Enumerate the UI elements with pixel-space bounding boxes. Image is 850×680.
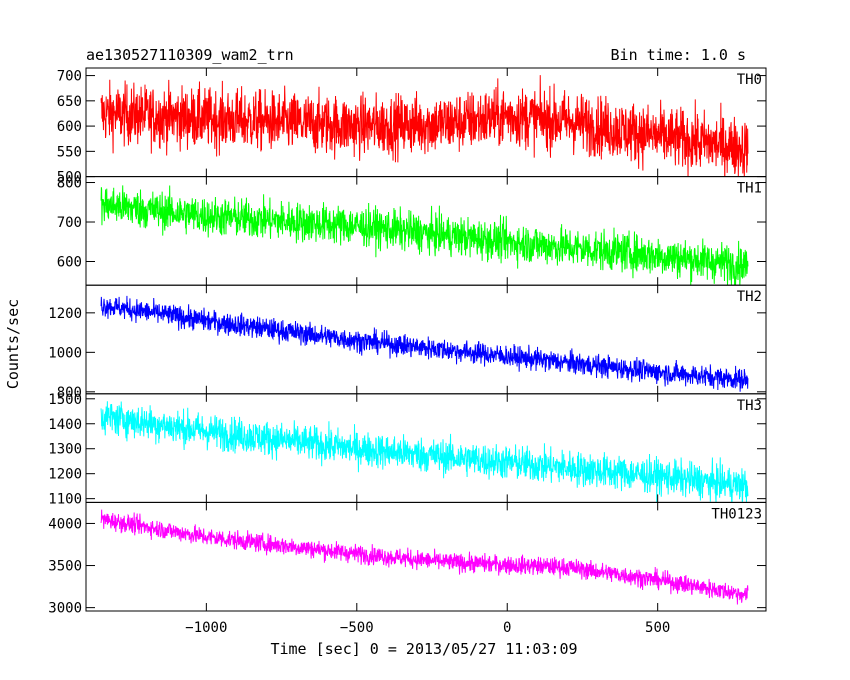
y-tick-label: 1200	[48, 306, 82, 322]
y-tick-label: 1500	[48, 392, 82, 408]
x-tick-label: 0	[503, 620, 511, 636]
series-line-th0	[100, 75, 749, 177]
y-tick-label: 1300	[48, 442, 82, 458]
panel-label-th2: TH2	[737, 289, 762, 305]
y-tick-label: 600	[57, 255, 82, 271]
panel-th2: 800 1000 1200 TH2	[48, 284, 767, 401]
y-tick-label: 1400	[48, 417, 82, 433]
panel-th0123: 3000 3500 4000 TH0123	[48, 501, 767, 617]
y-axis-label: Counts/sec	[4, 299, 22, 389]
y-tick-label: 3000	[48, 601, 82, 617]
series-line-th2	[100, 295, 749, 392]
y-tick-label: 4000	[48, 516, 82, 532]
panel-label-th0123: TH0123	[711, 506, 762, 522]
x-axis: −1000 −500 0 500	[185, 620, 670, 636]
panel-label-th3: TH3	[737, 398, 762, 414]
y-tick-label: 600	[57, 119, 82, 135]
series-line-th0123	[100, 509, 749, 605]
panel-th0: 500 550 600 650 700 TH0	[57, 67, 767, 186]
series-line-th3	[100, 401, 749, 503]
y-tick-label: 1000	[48, 345, 82, 361]
y-tick-label: 1100	[48, 492, 82, 508]
x-tick-label: −500	[340, 620, 374, 636]
y-tick-label: 800	[57, 385, 82, 401]
panel-th3: 1100 1200 1300 1400 1500 TH3	[48, 392, 767, 508]
x-axis-label: Time [sec] 0 = 2013/05/27 11:03:09	[270, 640, 577, 658]
chart-title: ae130527110309_wam2_trn	[86, 46, 294, 64]
y-tick-label: 700	[57, 69, 82, 85]
x-tick-label: 500	[645, 620, 670, 636]
y-tick-label: 800	[57, 176, 82, 192]
y-tick-label: 500	[57, 170, 82, 186]
bin-time-label: Bin time: 1.0 s	[611, 46, 746, 64]
panel-frame	[85, 501, 767, 612]
y-tick-label: 700	[57, 215, 82, 231]
series-line-th1	[100, 185, 749, 286]
y-tick-label: 650	[57, 94, 82, 110]
y-tick-label: 3500	[48, 559, 82, 575]
panel-th1: 600 700 800 TH1	[57, 176, 767, 286]
panel-label-th1: TH1	[737, 181, 762, 197]
y-tick-label: 550	[57, 144, 82, 160]
x-tick-label: −1000	[185, 620, 227, 636]
panel-label-th0: TH0	[737, 72, 762, 88]
y-tick-label: 1200	[48, 467, 82, 483]
panels: 500 550 600 650 700 TH0 600 700 800 TH1 800 1000 120…	[48, 67, 767, 617]
